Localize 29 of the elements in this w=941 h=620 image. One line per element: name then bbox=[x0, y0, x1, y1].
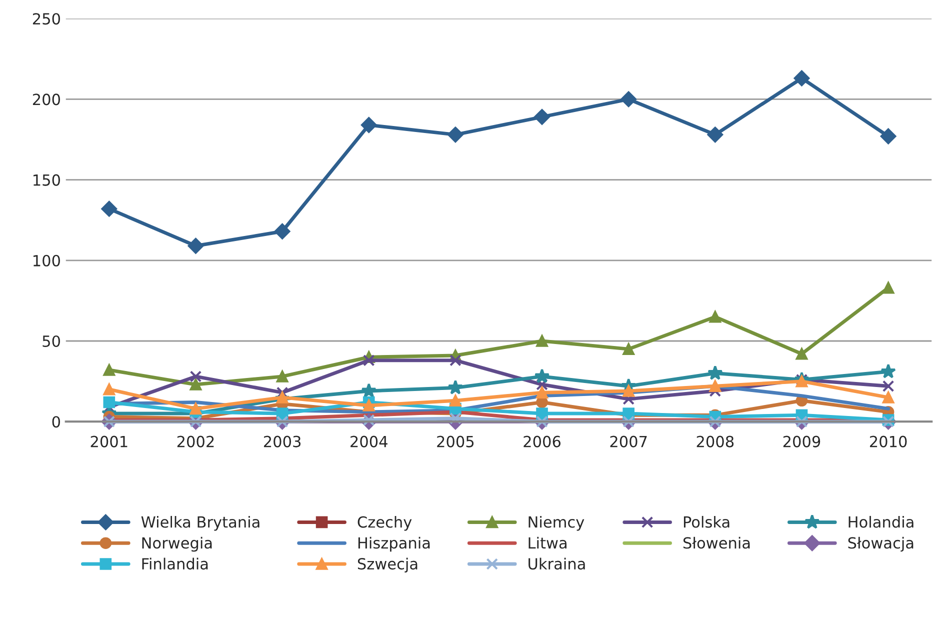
y-tick-label: 50 bbox=[42, 335, 60, 348]
x-tick-label: 2007 bbox=[610, 436, 647, 448]
x-tick-label: 2008 bbox=[696, 436, 734, 448]
y-tick-label: 0 bbox=[52, 416, 60, 428]
legend-label: Wielka Brytania bbox=[141, 516, 260, 531]
y-tick-label: 150 bbox=[34, 174, 60, 186]
legend-label: Hiszpania bbox=[358, 536, 430, 552]
y-tick-label: 100 bbox=[34, 254, 60, 266]
y-tick-label: 200 bbox=[32, 94, 60, 106]
legend-label: Słowacja bbox=[848, 536, 914, 552]
x-tick-label: 2006 bbox=[524, 436, 560, 448]
x-tick-label: 2005 bbox=[437, 436, 474, 448]
x-tick-label: 2003 bbox=[264, 436, 301, 448]
legend-label: Słowenia bbox=[683, 536, 750, 549]
y-tick-label: 250 bbox=[32, 13, 60, 25]
x-tick-label: 2009 bbox=[783, 436, 820, 448]
legend-label: Finlandia bbox=[142, 558, 208, 570]
legend-label: Norwegia bbox=[142, 536, 212, 552]
legend-label: Litwa bbox=[528, 536, 566, 549]
legend-label: Holandia bbox=[848, 516, 914, 528]
legend-label: Czechy bbox=[358, 516, 412, 531]
legend-label: Niemcy bbox=[528, 516, 584, 531]
x-tick-label: 2004 bbox=[350, 436, 388, 448]
legend-label: Polska bbox=[684, 516, 730, 528]
x-tick-label: 2010 bbox=[870, 436, 907, 448]
x-tick-label: 2002 bbox=[177, 436, 214, 448]
x-tick-label: 2001 bbox=[90, 436, 128, 448]
legend-label: Ukraina bbox=[528, 558, 585, 570]
legend-label: Szwecja bbox=[358, 558, 418, 573]
